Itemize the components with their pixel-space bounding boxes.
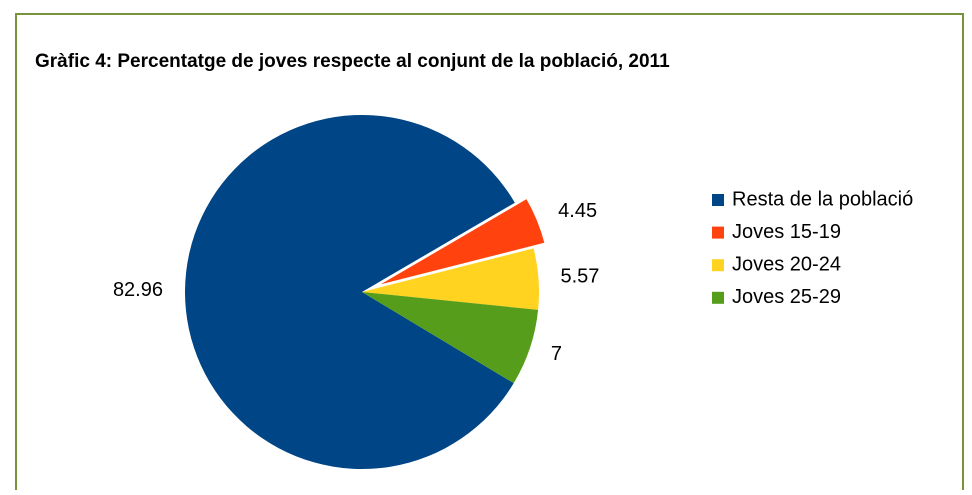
legend-label: Joves 20-24 xyxy=(732,253,841,275)
data-label: 82.96 xyxy=(113,279,163,301)
legend-swatch xyxy=(712,194,724,206)
data-label: 4.45 xyxy=(558,200,597,222)
pie-slice xyxy=(362,248,539,310)
pie-slice xyxy=(185,115,515,470)
legend-swatch xyxy=(712,226,724,239)
legend-swatch xyxy=(712,259,724,272)
data-label: 7 xyxy=(551,343,562,365)
legend-label: Resta de la població xyxy=(732,188,913,210)
pie-slice xyxy=(362,292,539,384)
legend: Resta de la població Joves 15-19 Joves 20-… xyxy=(712,188,913,308)
legend-label: Joves 25-29 xyxy=(732,286,841,308)
pie: 82.96 4.45 5.57 7 xyxy=(113,115,599,470)
pie-slice xyxy=(373,196,547,289)
legend-label: Joves 15-19 xyxy=(732,221,841,243)
legend-swatch xyxy=(712,291,724,304)
chart-title: Gràfic 4: Percentatge de joves respecte … xyxy=(35,51,670,72)
data-label: 5.57 xyxy=(560,266,599,288)
